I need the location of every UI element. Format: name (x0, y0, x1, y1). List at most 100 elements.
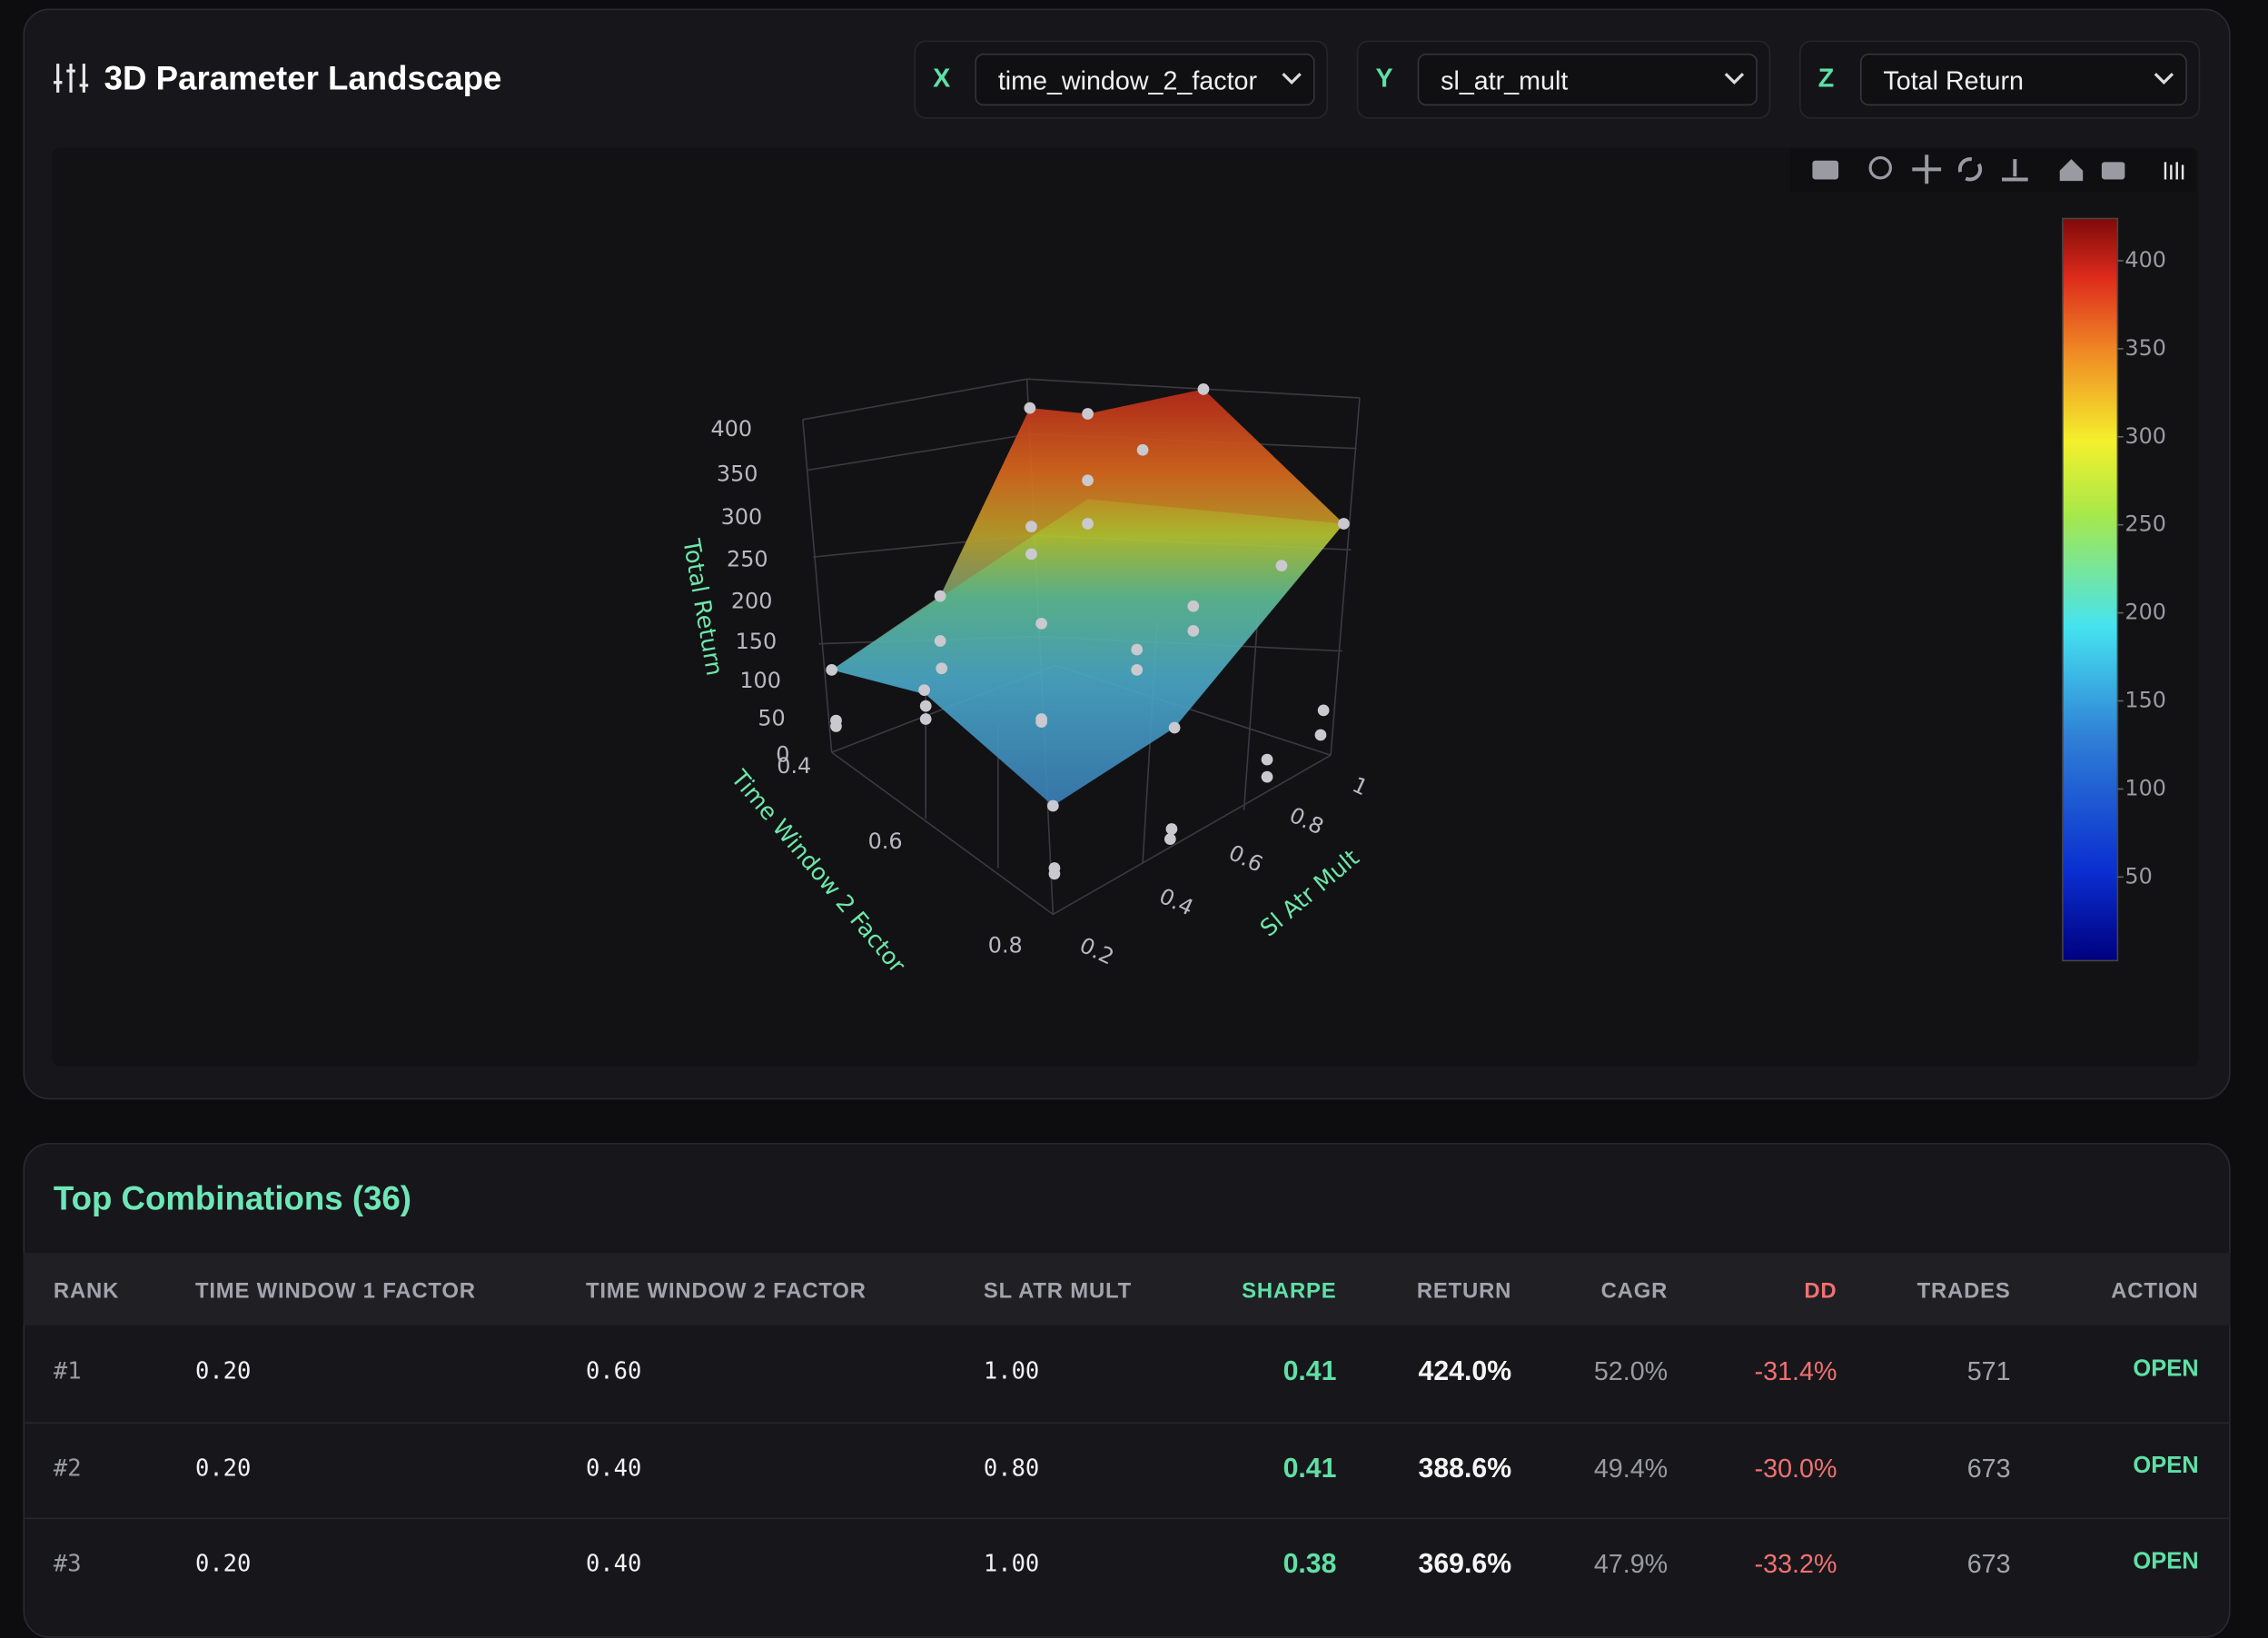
open-button[interactable]: OPEN (2133, 1356, 2199, 1382)
home-icon[interactable] (2059, 159, 2084, 182)
colorbar (2062, 217, 2119, 962)
table-cell: 571 (1966, 1356, 2011, 1386)
table-cell: -31.4% (1754, 1356, 1837, 1386)
table-cell: 1.00 (983, 1549, 1040, 1577)
table-cell: 673 (1966, 1453, 2011, 1483)
chevron (1282, 73, 1302, 85)
table-cell: #2 (53, 1453, 82, 1481)
colorbar-tick-label: 50 (2124, 863, 2152, 888)
column-header: CAGR (1600, 1278, 1669, 1304)
table-title: Top Combinations (36) (53, 1178, 411, 1217)
y-selector: Y sl_atr_mult (1356, 40, 1771, 119)
z-tick-label: 350 (717, 461, 758, 486)
dropdown[interactable]: sl_atr_mult (1417, 53, 1758, 106)
x-selector: X time_window_2_factor (914, 40, 1328, 119)
table-cell: 0.38 (1283, 1549, 1337, 1581)
column-header: ACTION (2111, 1278, 2199, 1304)
table-cell: 0.41 (1283, 1453, 1337, 1484)
z-tick-label: 300 (721, 504, 763, 530)
dropdown-value: time_window_2_factor (997, 66, 1258, 96)
modebar-icons (1812, 154, 2184, 184)
table-cell: 0.41 (1283, 1356, 1337, 1388)
column-header: SHARPE (1242, 1278, 1337, 1304)
table-cell: 0.20 (194, 1356, 252, 1385)
colorbar-tick-label: 250 (2124, 511, 2166, 537)
table-cell: 424.0% (1418, 1356, 1512, 1388)
x-tick-label: 0.6 (868, 829, 903, 854)
orbit-icon[interactable] (1957, 157, 1983, 182)
table-cell: #1 (53, 1356, 82, 1385)
x-axis-title: Time Window 2 Factor (725, 765, 911, 979)
panel-title: 3D Parameter Landscape (104, 59, 502, 97)
y-tick-label: 0.6 (1224, 839, 1266, 877)
chevron (1724, 73, 1745, 85)
colorbar-tick-label: 200 (2124, 600, 2166, 625)
z-tick-label: 200 (731, 588, 773, 613)
column-header: RETURN (1416, 1278, 1512, 1304)
selector-label: X (933, 64, 951, 93)
z-tick-label: 250 (727, 546, 768, 571)
y-axis-title: Sl Atr Mult (1255, 844, 1364, 942)
z-tick-label: 150 (736, 629, 777, 654)
dropdown[interactable]: time_window_2_factor (975, 53, 1315, 106)
pan-icon[interactable] (1912, 154, 1942, 184)
dropdown-value: sl_atr_mult (1441, 66, 1569, 96)
page: 3D Parameter Landscape X time_window_2_f… (23, 8, 2231, 1638)
modebar (1790, 149, 2196, 193)
x-tick-label: 0.8 (988, 932, 1023, 958)
colorbar-tick-label: 100 (2124, 775, 2166, 800)
table-cell: 49.4% (1593, 1453, 1669, 1483)
table-header (23, 1253, 2231, 1325)
table-cell: -33.2% (1754, 1549, 1837, 1579)
z-tick-label: 400 (711, 416, 753, 442)
colorbar-tick-label: 300 (2124, 423, 2166, 449)
table-cell: 0.40 (585, 1549, 642, 1577)
column-header: TRADES (1916, 1278, 2011, 1304)
table-card (23, 1143, 2231, 1638)
z-tick-label: 100 (739, 668, 781, 693)
table-cell: 0.80 (983, 1453, 1040, 1481)
table-cell: 47.9% (1593, 1549, 1669, 1579)
y-tick-label: 1 (1349, 772, 1372, 801)
table-cell: 0.20 (194, 1549, 252, 1577)
y-tick-label: 0.8 (1285, 802, 1327, 839)
z-tick-label: 50 (758, 705, 785, 730)
selector-label: Z (1817, 64, 1835, 93)
row-divider (23, 1517, 2231, 1520)
y-tick-label: 0.2 (1075, 932, 1117, 969)
open-button[interactable]: OPEN (2133, 1453, 2199, 1478)
column-header: SL ATR MULT (983, 1278, 1133, 1304)
logo-icon[interactable] (2164, 162, 2184, 180)
table-cell: 369.6% (1418, 1549, 1512, 1581)
open-button[interactable]: OPEN (2133, 1549, 2199, 1574)
column-header: DD (1804, 1278, 1837, 1304)
zoom-icon[interactable] (1868, 155, 1892, 180)
chevron (2154, 73, 2174, 85)
z-selector: Z Total Return (1799, 40, 2201, 119)
sliders-icon (53, 64, 89, 93)
camera-view-icon[interactable] (2101, 162, 2125, 180)
sample-points (826, 383, 1350, 880)
table-cell: 1.00 (983, 1356, 1040, 1385)
table-cell: -30.0% (1754, 1453, 1837, 1483)
camera-icon[interactable] (1812, 160, 1839, 180)
row-divider (23, 1421, 2231, 1424)
colorbar-tick-label: 350 (2124, 335, 2166, 361)
colorbar-tick-label: 400 (2124, 247, 2166, 273)
surface (831, 389, 1344, 807)
table-cell: 0.60 (585, 1356, 642, 1385)
y-tick-label: 0.4 (1155, 883, 1197, 920)
column-header: TIME WINDOW 1 FACTOR (194, 1278, 476, 1304)
dropdown[interactable]: Total Return (1859, 53, 2187, 106)
table-cell: #3 (53, 1549, 82, 1577)
table-cell: 52.0% (1593, 1356, 1669, 1386)
column-header: RANK (53, 1278, 120, 1304)
x-tick-label: 0.4 (777, 753, 811, 779)
table-cell: 673 (1966, 1549, 2011, 1579)
column-header: TIME WINDOW 2 FACTOR (585, 1278, 867, 1304)
z-tick-label: 0 (776, 741, 789, 767)
z-axis-title: Total Return (677, 536, 728, 678)
turntable-icon[interactable] (2002, 159, 2028, 182)
surface-shading (831, 389, 1344, 670)
